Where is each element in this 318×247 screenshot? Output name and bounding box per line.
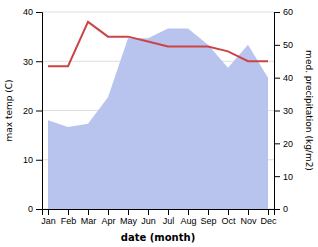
tick-label: Jan xyxy=(41,216,56,226)
tick-mark xyxy=(68,209,69,215)
tick: Jan xyxy=(41,209,56,226)
tick-label: 20 xyxy=(283,139,293,149)
tick-label: 40 xyxy=(23,7,33,17)
tick-label: Jul xyxy=(163,216,175,226)
tick: 50 xyxy=(274,40,293,50)
tick-label: Sep xyxy=(200,216,216,226)
tick: 40 xyxy=(23,7,42,17)
tick-mark xyxy=(36,12,42,13)
tick-label: May xyxy=(120,216,138,226)
tick: 0 xyxy=(274,204,288,214)
axis-line xyxy=(275,13,281,210)
tick-mark xyxy=(268,209,269,215)
tick-mark xyxy=(274,45,280,46)
tick: Jul xyxy=(163,209,175,226)
tick-label: Apr xyxy=(101,216,115,226)
tick: 60 xyxy=(274,7,293,17)
tick-mark xyxy=(228,209,229,215)
tick: Sep xyxy=(200,209,216,226)
tick-mark xyxy=(36,61,42,62)
tick: Mar xyxy=(81,209,97,226)
tick-label: 50 xyxy=(283,40,293,50)
tick-label: Aug xyxy=(180,216,196,226)
plot: Jan Feb Mar Apr MayJun Jul Aug Sep Oct NovDec 0 10 2… xyxy=(4,7,314,243)
tick-mark xyxy=(274,78,280,79)
tick-label: 10 xyxy=(283,172,293,182)
tick: Apr xyxy=(101,209,115,226)
tick-label: 0 xyxy=(283,204,288,214)
tick-label: Feb xyxy=(61,216,77,226)
tick-label: Jun xyxy=(141,216,156,226)
grid xyxy=(42,12,274,209)
tick-label: Dec xyxy=(260,216,277,226)
tick: Jun xyxy=(141,209,156,226)
tick-label: 40 xyxy=(283,73,293,83)
tick: Feb xyxy=(61,209,77,226)
y2-axis: 0 10 20 30 40 50 60 xyxy=(274,7,293,214)
axis-line xyxy=(36,13,43,210)
tick-label: 0 xyxy=(28,204,33,214)
tick-label: Oct xyxy=(221,216,236,226)
y2-axis-title: med. precipitation (kg/m2) xyxy=(304,50,314,171)
line xyxy=(48,22,268,66)
x-axis: Jan Feb Mar Apr MayJun Jul Aug Sep Oct NovDec xyxy=(41,209,277,226)
axis-line xyxy=(43,210,275,216)
tick-mark xyxy=(168,209,169,215)
tick-mark xyxy=(148,209,149,215)
tick-mark xyxy=(274,209,280,210)
tick-label: 60 xyxy=(283,7,293,17)
tick: Nov xyxy=(240,209,257,226)
tick: 40 xyxy=(274,73,293,83)
y-axis: 0 10 20 30 40 xyxy=(23,7,43,214)
tick-label: 30 xyxy=(283,106,293,116)
tick-label: 10 xyxy=(23,155,33,165)
tick: 10 xyxy=(23,155,42,165)
tick-mark xyxy=(36,160,42,161)
tick-mark xyxy=(188,209,189,215)
tick: Oct xyxy=(221,209,236,226)
tick-mark xyxy=(36,111,42,112)
tick-mark xyxy=(128,209,129,215)
x-axis-title: date (month) xyxy=(121,232,195,243)
tick: Dec xyxy=(260,209,277,226)
tick-mark xyxy=(36,209,42,210)
tick: 10 xyxy=(274,172,293,182)
tick-label: Nov xyxy=(240,216,257,226)
tick-mark xyxy=(274,176,280,177)
tick-mark xyxy=(248,209,249,215)
tick: May xyxy=(120,209,138,226)
tick-mark xyxy=(88,209,89,215)
tick: 20 xyxy=(23,106,42,116)
tick-label: 20 xyxy=(23,106,33,116)
tick-label: Mar xyxy=(81,216,97,226)
tick-mark xyxy=(274,12,280,13)
tick-mark xyxy=(208,209,209,215)
tick-label: 30 xyxy=(23,57,33,67)
chart: Jan Feb Mar Apr MayJun Jul Aug Sep Oct NovDec 0 10 2… xyxy=(0,0,318,247)
tick: Aug xyxy=(180,209,196,226)
tick-mark xyxy=(274,143,280,144)
marks xyxy=(48,22,268,209)
tick-mark xyxy=(108,209,109,215)
tick: 30 xyxy=(23,57,42,67)
tick: 0 xyxy=(28,204,42,214)
tick: 20 xyxy=(274,139,293,149)
tick: 30 xyxy=(274,106,293,116)
grid-line xyxy=(42,12,274,13)
tick-mark xyxy=(48,209,49,215)
tick-mark xyxy=(274,111,280,112)
y-axis-title: max temp (C) xyxy=(4,79,14,141)
